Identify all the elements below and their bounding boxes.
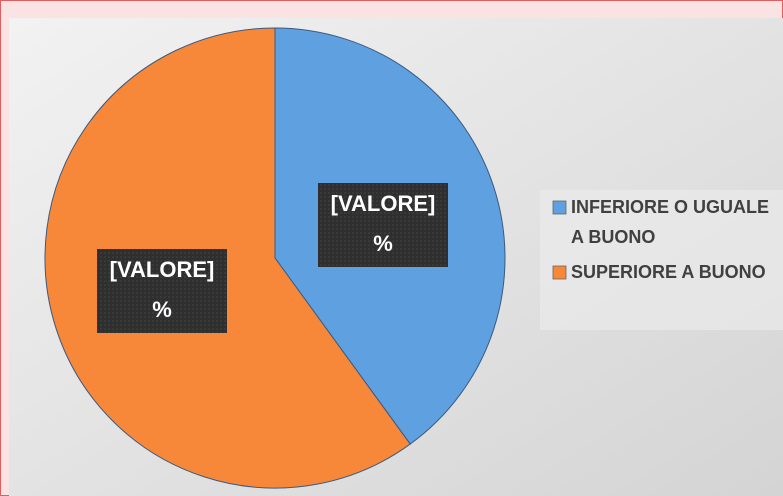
legend-line: SUPERIORE A BUONO (571, 262, 766, 282)
legend-swatch (552, 265, 567, 280)
data-label-box (318, 183, 448, 267)
data-label: [VALORE] (331, 191, 436, 216)
pie-slice (44, 27, 411, 489)
legend-line: INFERIORE O UGUALE (571, 197, 769, 217)
data-label: [VALORE] (110, 257, 215, 282)
data-label: % (373, 231, 393, 256)
legend-label: INFERIORE O UGUALE A BUONO (571, 197, 769, 247)
data-label: % (152, 297, 172, 322)
legend-line: A BUONO (571, 227, 655, 247)
data-label-box (97, 249, 227, 333)
legend-box (540, 190, 783, 330)
legend-label: SUPERIORE A BUONO (571, 262, 766, 282)
legend-swatch (552, 200, 567, 215)
